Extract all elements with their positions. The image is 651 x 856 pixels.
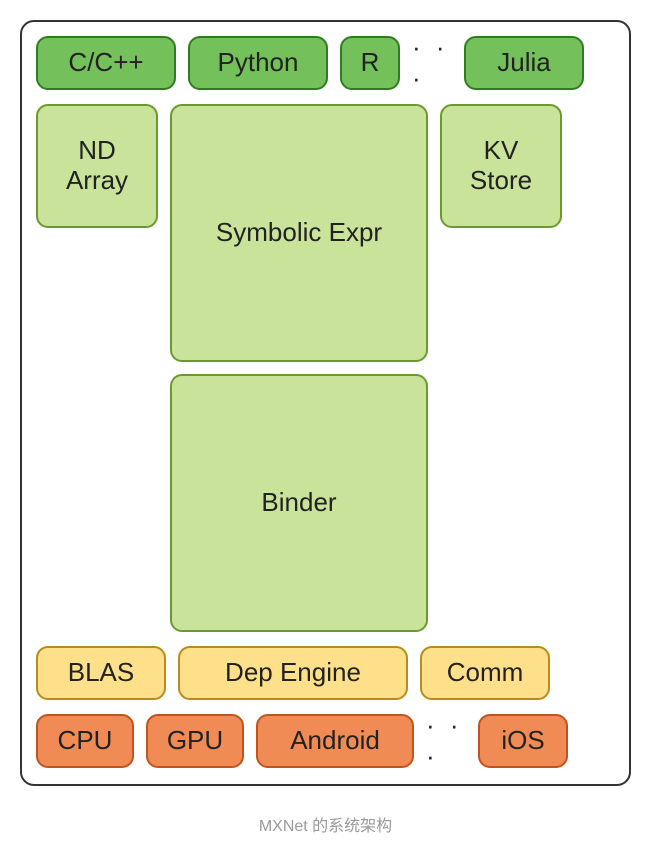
core-mid-column: Symbolic Expr Binder [170, 104, 428, 632]
box-gpu: GPU [146, 714, 244, 768]
architecture-diagram: C/C++ Python R · · · Julia ND Array Symb… [20, 20, 631, 786]
kvstore-label: KV Store [470, 136, 532, 196]
box-r: R [340, 36, 400, 90]
box-c-cpp: C/C++ [36, 36, 176, 90]
box-cpu: CPU [36, 714, 134, 768]
box-android: Android [256, 714, 414, 768]
box-blas: BLAS [36, 646, 166, 700]
box-python: Python [188, 36, 328, 90]
row-engine: BLAS Dep Engine Comm [36, 646, 615, 700]
row-languages: C/C++ Python R · · · Julia [36, 36, 615, 90]
box-symbolic-expr: Symbolic Expr [170, 104, 428, 362]
box-binder: Binder [170, 374, 428, 632]
row-hardware: CPU GPU Android · · · iOS [36, 714, 615, 768]
ellipsis-languages: · · · [412, 36, 452, 90]
box-julia: Julia [464, 36, 584, 90]
row-core: ND Array Symbolic Expr Binder KV Store [36, 104, 615, 632]
box-dep-engine: Dep Engine [178, 646, 408, 700]
box-ndarray: ND Array [36, 104, 158, 228]
box-ios: iOS [478, 714, 568, 768]
ndarray-label: ND Array [66, 136, 128, 196]
ellipsis-hardware: · · · [426, 714, 466, 768]
diagram-caption: MXNet 的系统架构 [20, 812, 631, 836]
box-kvstore: KV Store [440, 104, 562, 228]
box-comm: Comm [420, 646, 550, 700]
